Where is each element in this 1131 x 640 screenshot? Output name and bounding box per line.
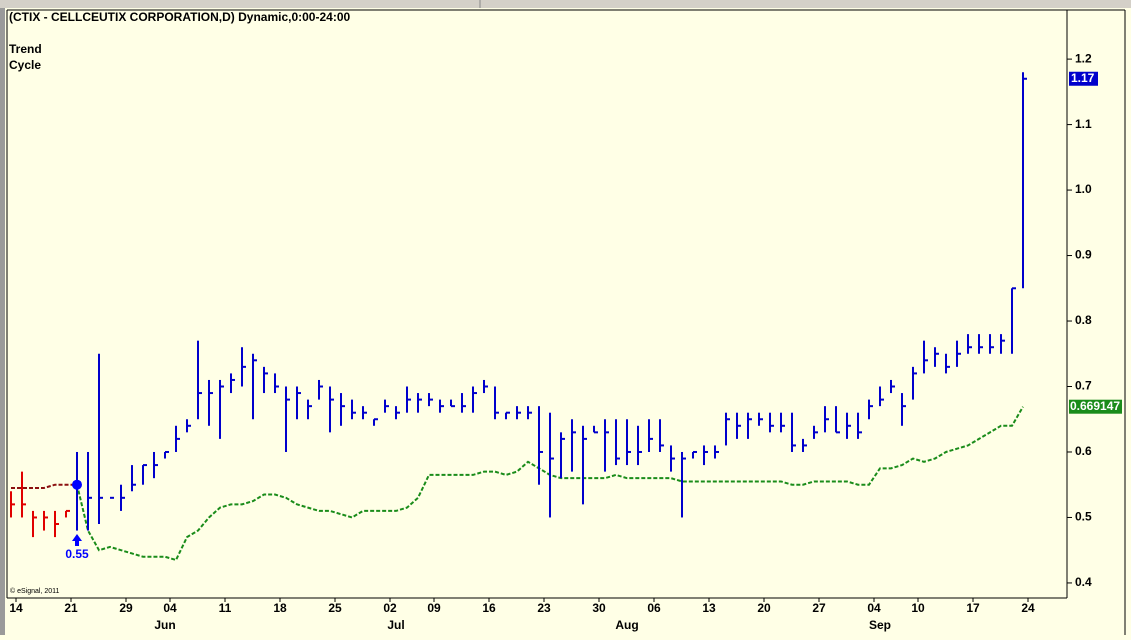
toolbar-strip [0, 0, 1131, 8]
x-tick-label: 16 [482, 601, 496, 615]
signal-label: 0.55 [65, 547, 89, 561]
x-tick-label: 17 [966, 601, 980, 615]
x-tick-label: 18 [273, 601, 287, 615]
last-trend-label: 0.669147 [1070, 399, 1120, 413]
copyright: © eSignal, 2011 [10, 587, 60, 595]
y-tick-label: 0.5 [1075, 510, 1092, 524]
y-tick-label: 0.8 [1075, 313, 1092, 327]
x-tick-label: 04 [867, 601, 881, 615]
x-tick-label: 24 [1021, 601, 1035, 615]
y-tick-label: 0.9 [1075, 248, 1092, 262]
trend-line [11, 483, 77, 489]
month-label: Sep [869, 618, 891, 632]
y-tick-label: 0.6 [1075, 444, 1092, 458]
study-label: Cycle [9, 58, 41, 72]
x-tick-label: 14 [9, 601, 23, 615]
month-label: Jun [154, 618, 175, 632]
signal-arrow [72, 534, 82, 546]
y-tick-label: 0.7 [1075, 379, 1092, 393]
month-label: Aug [615, 618, 638, 632]
x-tick-label: 02 [383, 601, 397, 615]
last-price-label: 1.17 [1071, 71, 1095, 85]
study-label: Trend [9, 42, 42, 56]
chart-title: (CTIX - CELLCEUTIX CORPORATION,D) Dynami… [9, 10, 350, 24]
y-tick-label: 1.0 [1075, 182, 1092, 196]
x-tick-label: 27 [812, 601, 826, 615]
x-tick-label: 04 [163, 601, 177, 615]
x-tick-label: 13 [702, 601, 716, 615]
y-tick-label: 0.4 [1075, 575, 1092, 589]
x-tick-label: 11 [219, 601, 232, 615]
x-tick-label: 20 [757, 601, 771, 615]
y-tick-label: 1.2 [1075, 51, 1092, 65]
x-tick-label: 23 [537, 601, 551, 615]
x-tick-label: 29 [119, 601, 133, 615]
last-price-box [1069, 71, 1098, 86]
x-tick-label: 30 [592, 601, 606, 615]
x-tick-label: 25 [328, 601, 342, 615]
x-tick-label: 10 [911, 601, 925, 615]
x-tick-label: 21 [64, 601, 78, 615]
x-tick-label: 06 [647, 601, 661, 615]
last-trend-box [1069, 399, 1122, 414]
x-tick-label: 09 [427, 601, 441, 615]
month-label: Jul [387, 618, 404, 632]
signal-marker [72, 479, 82, 490]
window-edge [0, 8, 5, 635]
y-tick-label: 1.1 [1075, 117, 1092, 131]
